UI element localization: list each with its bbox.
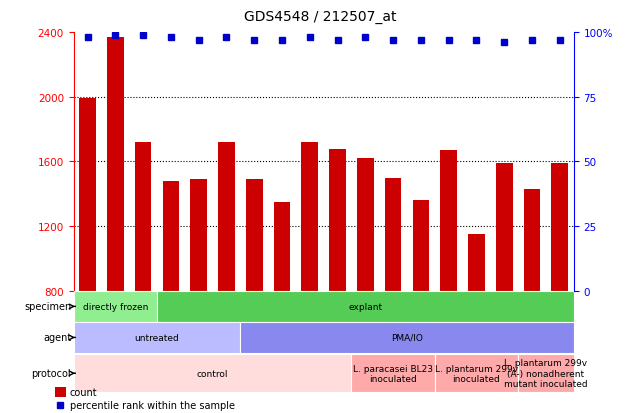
- Bar: [518, 354, 574, 392]
- Bar: [468, 235, 485, 291]
- Bar: [74, 354, 351, 392]
- Text: explant: explant: [348, 302, 383, 311]
- Bar: [135, 143, 151, 291]
- Text: PMA/IO: PMA/IO: [391, 333, 423, 342]
- Bar: [55, 387, 65, 397]
- Text: specimen: specimen: [24, 301, 71, 312]
- Bar: [551, 164, 568, 291]
- Bar: [440, 151, 457, 291]
- Bar: [240, 322, 574, 353]
- Text: count: count: [70, 387, 97, 397]
- Bar: [246, 180, 263, 291]
- Bar: [79, 99, 96, 291]
- Bar: [190, 180, 207, 291]
- Bar: [107, 38, 124, 291]
- Text: GDS4548 / 212507_at: GDS4548 / 212507_at: [244, 10, 397, 24]
- Bar: [218, 143, 235, 291]
- Bar: [163, 181, 179, 291]
- Text: L. plantarum 299v
(A-) nonadherent
mutant inoculated: L. plantarum 299v (A-) nonadherent mutan…: [504, 358, 588, 388]
- Bar: [351, 354, 435, 392]
- Text: agent: agent: [43, 332, 71, 343]
- Text: L. plantarum 299v
inoculated: L. plantarum 299v inoculated: [435, 364, 518, 383]
- Bar: [74, 322, 240, 353]
- Bar: [385, 178, 401, 291]
- Bar: [274, 202, 290, 291]
- Text: L. paracasei BL23
inoculated: L. paracasei BL23 inoculated: [353, 364, 433, 383]
- Text: untreated: untreated: [135, 333, 179, 342]
- Bar: [74, 291, 574, 413]
- Bar: [157, 291, 574, 322]
- Text: protocol: protocol: [31, 368, 71, 378]
- Text: directly frozen: directly frozen: [83, 302, 148, 311]
- Text: percentile rank within the sample: percentile rank within the sample: [70, 400, 235, 410]
- Bar: [524, 190, 540, 291]
- Bar: [301, 143, 318, 291]
- Bar: [357, 159, 374, 291]
- Bar: [413, 201, 429, 291]
- Bar: [496, 164, 513, 291]
- Bar: [435, 354, 518, 392]
- Text: control: control: [197, 369, 228, 378]
- Bar: [329, 149, 346, 291]
- Bar: [74, 291, 157, 322]
